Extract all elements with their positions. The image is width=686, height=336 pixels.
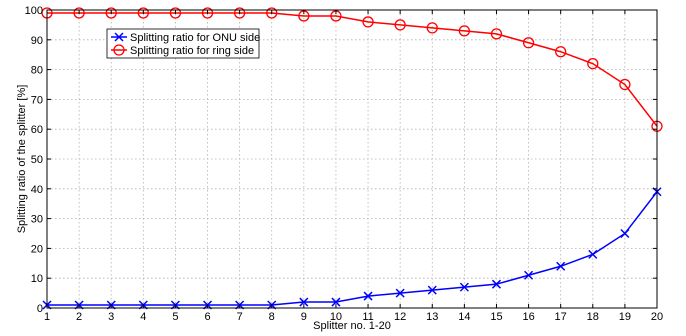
data-point-7	[233, 7, 246, 19]
x-tick-label: 19	[619, 311, 631, 323]
data-point-12	[394, 19, 406, 31]
y-tick-label: 30	[31, 214, 43, 226]
data-point-18	[587, 57, 599, 70]
x-tick-label: 14	[458, 311, 470, 323]
y-tick-label: 60	[31, 124, 43, 136]
x-tick-label: 2	[76, 311, 82, 323]
data-point-4	[137, 7, 149, 19]
x-axis-label: Splitter no. 1-20	[313, 320, 391, 332]
y-tick-label: 80	[31, 65, 43, 77]
x-tick-label: 4	[140, 311, 146, 323]
data-point-19	[620, 228, 630, 239]
data-point-16	[522, 37, 535, 49]
y-tick-label: 90	[31, 35, 43, 47]
grid-lines	[47, 10, 657, 308]
x-tick-label: 7	[237, 311, 243, 323]
data-point-11	[362, 16, 374, 28]
y-axis-label: Splitting ratio of the splitter [%]	[16, 85, 28, 234]
y-tick-label: 20	[31, 243, 43, 255]
data-point-3	[105, 7, 117, 19]
y-tick-label: 70	[31, 94, 43, 106]
data-point-5	[169, 7, 182, 19]
x-tick-label: 6	[204, 311, 210, 323]
data-point-12	[395, 288, 405, 298]
data-point-10	[331, 297, 341, 307]
x-tick-label: 3	[108, 311, 114, 323]
legend-entry-1: Splitting ratio for ONU side	[111, 32, 260, 44]
data-point-19	[619, 78, 631, 91]
x-tick-label: 20	[651, 311, 663, 323]
data-point-16	[524, 270, 534, 280]
x-tick-label: 16	[522, 311, 534, 323]
series-layer	[41, 7, 663, 310]
data-point-17	[556, 261, 566, 271]
y-tick-label: 50	[31, 154, 43, 166]
x-tick-label: 17	[555, 311, 567, 323]
x-tick-label: 10	[330, 311, 342, 323]
y-tick-label: 100	[25, 5, 43, 17]
x-tick-label: 15	[490, 311, 502, 323]
x-tick-label: 1	[44, 311, 50, 323]
axis-ticks: 1 2 3 4 5 6 7 8 9 10 11 12 13 14 15 16 17 18 19 20010203040…	[25, 5, 663, 323]
series-2	[41, 7, 663, 132]
data-point-15	[491, 279, 502, 289]
x-tick-label: 11	[362, 311, 373, 323]
data-point-2	[73, 7, 85, 19]
data-point-legend	[113, 44, 125, 56]
legend-label: Splitting ratio for ring side	[130, 45, 254, 57]
legend-box	[106, 28, 260, 59]
y-tick-label: 10	[31, 273, 43, 285]
y-tick-label: 40	[31, 184, 43, 196]
data-point-17	[555, 46, 567, 58]
data-point-legend	[114, 32, 124, 42]
data-point-18	[588, 249, 598, 259]
y-tick-label: 0	[37, 303, 43, 315]
data-point-11	[363, 291, 373, 301]
data-point-15	[490, 28, 503, 40]
data-point-13	[427, 285, 437, 295]
data-point-6	[201, 7, 214, 19]
legend-label: Splitting ratio for ONU side	[130, 32, 260, 44]
data-point-13	[426, 22, 438, 34]
data-point-9	[299, 297, 309, 307]
x-tick-label: 9	[301, 311, 307, 323]
series-line	[47, 191, 658, 306]
data-point-14	[459, 282, 469, 292]
legend-entry-2: Splitting ratio for ring side	[111, 44, 254, 57]
x-tick-label: 5	[172, 311, 178, 323]
x-tick-label: 18	[587, 311, 599, 323]
x-tick-label: 13	[426, 311, 438, 323]
data-point-8	[266, 7, 278, 19]
x-tick-label: 12	[394, 311, 406, 323]
data-point-14	[458, 25, 471, 37]
x-tick-label: 8	[269, 311, 275, 323]
